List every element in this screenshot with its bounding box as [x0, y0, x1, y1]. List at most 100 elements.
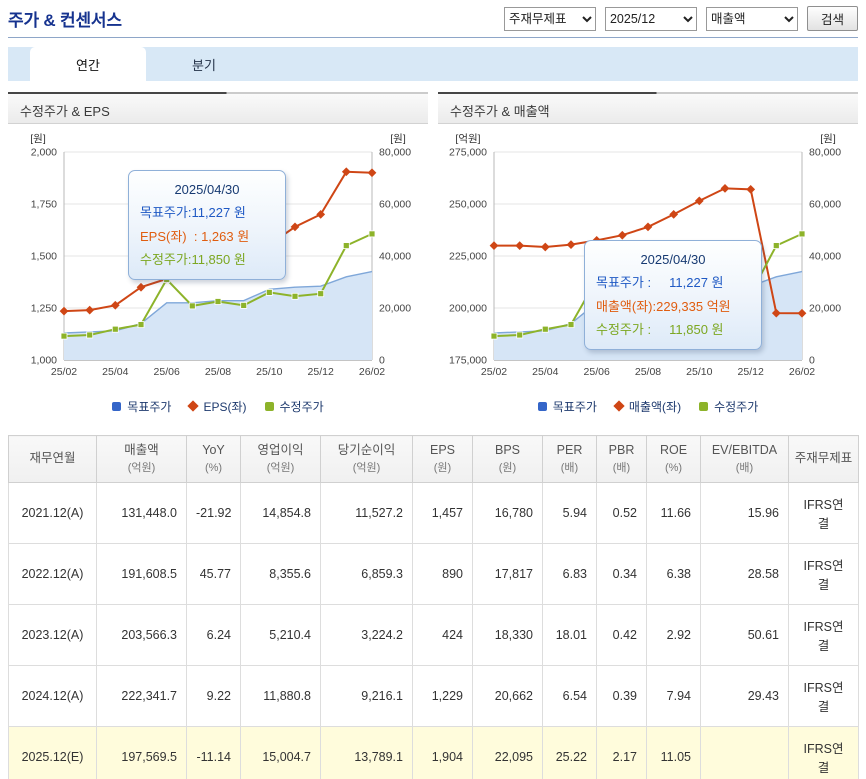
square-marker-icon: [264, 401, 274, 411]
legend-item: EPS(좌): [187, 398, 247, 415]
tab-quarterly[interactable]: 분기: [192, 57, 216, 73]
legend-label: 목표주가: [552, 399, 597, 414]
legend-label: 수정주가: [279, 399, 324, 414]
legend-label: 매출액(좌): [628, 399, 682, 414]
square-marker-icon: [537, 401, 547, 411]
svg-text:25/10: 25/10: [256, 366, 282, 378]
table-cell: 11.66: [646, 481, 701, 544]
tooltip-date: 2025/04/30: [174, 182, 240, 197]
table-cell: 2025.12(E): [8, 725, 97, 779]
svg-text:25/12: 25/12: [308, 366, 334, 378]
chart-wrap-price-eps: 2,000 1,750 1,500 1,250 1,000 80,000 60,000 40,…: [8, 124, 428, 419]
table-cell: IFRS연결: [788, 542, 859, 605]
legend-item: 수정주가: [699, 398, 758, 415]
table-cell: IFRS연결: [788, 481, 859, 544]
table-cell: 9,216.1: [320, 664, 413, 727]
svg-text:225,000: 225,000: [449, 251, 487, 263]
column-header: 당기순이익 (억원): [320, 435, 413, 483]
svg-text:275,000: 275,000: [449, 147, 487, 159]
legend-label: EPS(좌): [203, 399, 247, 414]
svg-text:25/08: 25/08: [635, 366, 661, 378]
svg-text:200,000: 200,000: [449, 303, 487, 315]
svg-text:2,000: 2,000: [31, 147, 57, 159]
table-cell: 15,004.7: [240, 725, 321, 779]
table-cell: 0.34: [596, 542, 647, 605]
svg-text:25/06: 25/06: [584, 366, 610, 378]
panel-title-price-revenue: 수정주가 & 매출액: [438, 92, 858, 124]
table-cell: 6.38: [646, 542, 701, 605]
table-cell: 131,448.0: [96, 481, 187, 544]
table-cell: 222,341.7: [96, 664, 187, 727]
tooltip-line-eps: EPS(좌) : 1,263 원: [140, 228, 250, 244]
chart-tooltip: 2025/04/30 목표주가 : 11,227 원 매출액(좌):229,33…: [584, 240, 762, 350]
table-cell: 5,210.4: [240, 603, 321, 666]
tooltip-line-adj-price: 수정주가:11,850 원: [140, 252, 246, 268]
table-cell: 17,817: [472, 542, 543, 605]
table-cell: 191,608.5: [96, 542, 187, 605]
table-cell: 6.54: [542, 664, 597, 727]
column-header: PER (배): [542, 435, 597, 483]
search-button[interactable]: 검색: [806, 6, 858, 31]
table-cell: 28.58: [700, 542, 789, 605]
table-cell: 29.43: [700, 664, 789, 727]
table-cell: IFRS연결: [788, 664, 859, 727]
svg-text:20,000: 20,000: [809, 303, 841, 315]
svg-text:80,000: 80,000: [379, 147, 411, 159]
column-header: EPS (원): [412, 435, 473, 483]
price-eps-chart[interactable]: 2,000 1,750 1,500 1,250 1,000 80,000 60,000 40,…: [8, 128, 428, 388]
column-header: 재무연월: [8, 435, 97, 483]
tab-annual[interactable]: 연간: [30, 47, 146, 81]
svg-text:250,000: 250,000: [449, 199, 487, 211]
table-cell: 45.77: [186, 542, 241, 605]
table-cell: 25.22: [542, 725, 597, 779]
svg-text:1,500: 1,500: [31, 251, 57, 263]
table-cell: 7.94: [646, 664, 701, 727]
column-header: 매출액 (억원): [96, 435, 187, 483]
table-cell: 1,457: [412, 481, 473, 544]
table-cell: 22,095: [472, 725, 543, 779]
legend-label: 수정주가: [714, 399, 759, 414]
svg-text:[원]: [원]: [820, 133, 836, 145]
financial-table: 재무연월 매출액 (억원) YoY (%) 영업이익 (억원) 당기순이익 (억원) EPS (원)…: [8, 435, 859, 779]
column-header: ROE (%): [646, 435, 701, 483]
svg-text:[원]: [원]: [30, 133, 46, 145]
tooltip-line-revenue: 매출액(좌):229,335 억원: [596, 298, 731, 314]
table-row: 2022.12(A) 191,608.5 45.77 8,355.6 6,859.3 89…: [8, 542, 859, 605]
table-cell: 18.01: [542, 603, 597, 666]
chart-legend: 목표주가 EPS(좌) 수정주가: [8, 393, 428, 419]
svg-text:25/08: 25/08: [205, 366, 231, 378]
svg-text:1,750: 1,750: [31, 199, 57, 211]
chart-tooltip: 2025/04/30 목표주가:11,227 원 EPS(좌) : 1,263 …: [128, 170, 286, 280]
svg-text:60,000: 60,000: [379, 199, 411, 211]
table-cell: 6.24: [186, 603, 241, 666]
legend-label: 목표주가: [127, 399, 172, 414]
table-cell: 197,569.5: [96, 725, 187, 779]
table-cell: 0.52: [596, 481, 647, 544]
table-cell: 424: [412, 603, 473, 666]
svg-text:175,000: 175,000: [449, 355, 487, 367]
column-header: BPS (원): [472, 435, 543, 483]
table-cell: [700, 725, 789, 779]
table-cell: 0.39: [596, 664, 647, 727]
svg-text:1,250: 1,250: [31, 303, 57, 315]
metric-select[interactable]: 매출액: [705, 6, 798, 31]
tooltip-line-target-price: 목표주가:11,227 원: [140, 205, 246, 221]
chart-legend: 목표주가 매출액(좌) 수정주가: [438, 393, 858, 419]
svg-text:25/10: 25/10: [686, 366, 712, 378]
svg-text:25/12: 25/12: [738, 366, 764, 378]
period-select[interactable]: 2025/12: [604, 6, 697, 31]
column-header: 주재무제표: [788, 435, 859, 483]
column-header: EV/EBITDA (배): [700, 435, 789, 483]
legend-item: 매출액(좌): [613, 398, 682, 415]
svg-text:25/06: 25/06: [154, 366, 180, 378]
table-row: 2023.12(A) 203,566.3 6.24 5,210.4 3,224.2 424…: [8, 603, 859, 666]
statement-type-select[interactable]: 주재무제표: [503, 6, 596, 31]
panel-title-price-eps: 수정주가 & EPS: [8, 92, 428, 124]
column-header: YoY (%): [186, 435, 241, 483]
svg-text:40,000: 40,000: [809, 251, 841, 263]
square-marker-icon: [112, 401, 122, 411]
table-cell: IFRS연결: [788, 603, 859, 666]
table-cell: IFRS연결: [788, 725, 859, 779]
svg-text:40,000: 40,000: [379, 251, 411, 263]
